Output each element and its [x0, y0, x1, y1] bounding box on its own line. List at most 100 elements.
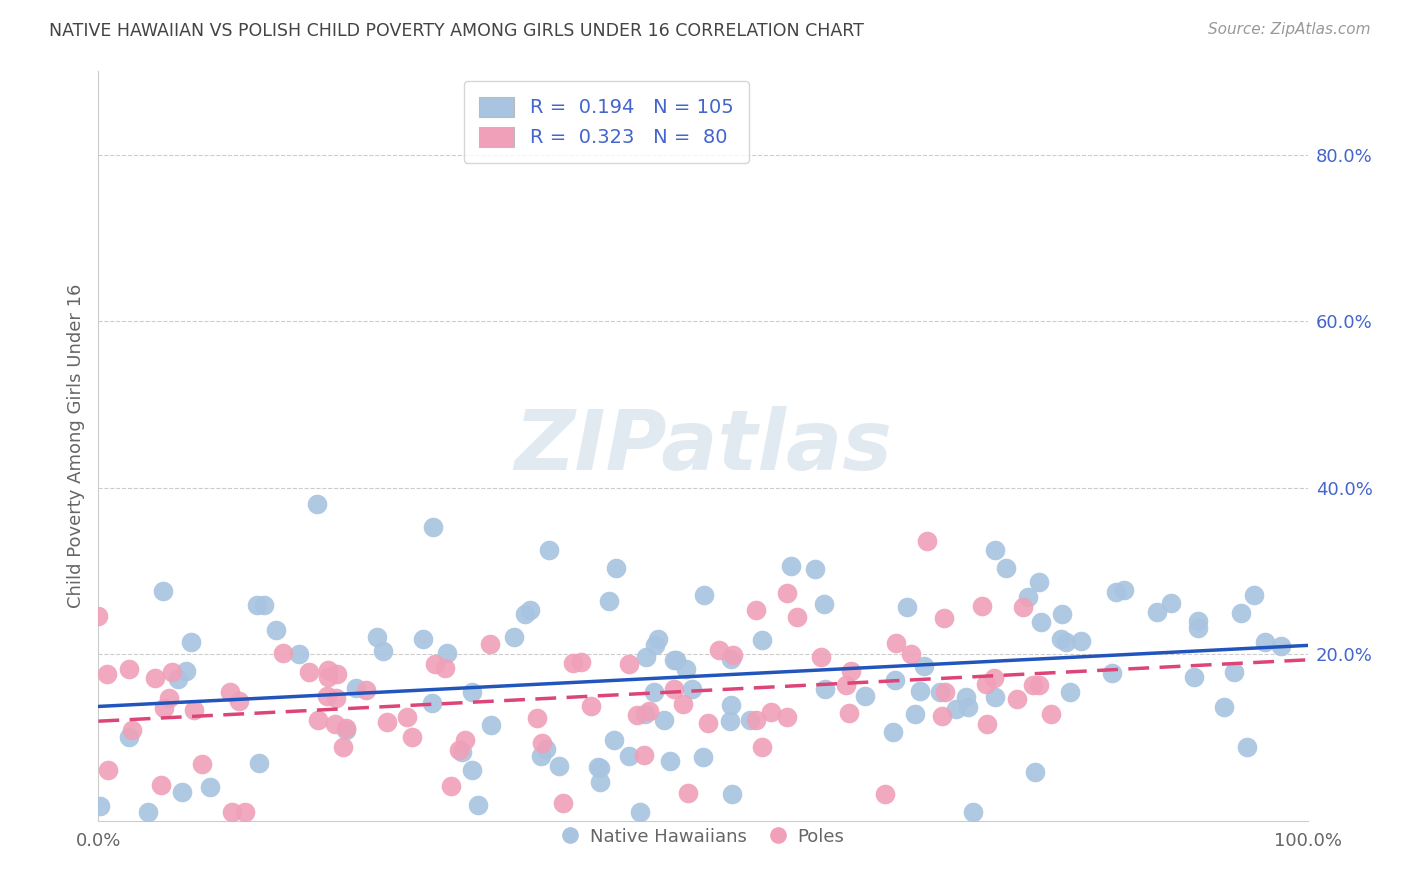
Point: [143, 671, 166, 685]
Point: [1005, 691, 1028, 706]
Point: [346, 681, 368, 695]
Point: [908, 683, 931, 698]
Point: [637, 704, 659, 718]
Point: [589, 761, 612, 775]
Point: [605, 561, 627, 575]
Point: [420, 697, 443, 711]
Point: [375, 714, 398, 729]
Point: [626, 707, 648, 722]
Point: [579, 698, 602, 713]
Point: [779, 558, 801, 573]
Point: [970, 599, 993, 613]
Point: [696, 715, 718, 730]
Point: [873, 788, 896, 802]
Point: [1160, 596, 1182, 610]
Point: [1024, 765, 1046, 780]
Point: [745, 603, 768, 617]
Point: [810, 650, 832, 665]
Point: [720, 698, 742, 712]
Point: [723, 648, 745, 662]
Point: [366, 630, 388, 644]
Point: [305, 497, 328, 511]
Point: [589, 774, 612, 789]
Point: [569, 655, 592, 669]
Point: [96, 666, 118, 681]
Point: [150, 778, 173, 792]
Point: [681, 681, 703, 696]
Point: [962, 805, 984, 820]
Point: [1187, 621, 1209, 635]
Point: [903, 707, 925, 722]
Point: [1254, 635, 1277, 649]
Point: [479, 637, 502, 651]
Point: [617, 657, 640, 672]
Point: [221, 805, 243, 820]
Point: [422, 519, 444, 533]
Point: [751, 740, 773, 755]
Point: [307, 713, 329, 727]
Point: [1040, 706, 1063, 721]
Point: [298, 665, 321, 679]
Point: [335, 723, 357, 738]
Point: [1114, 582, 1136, 597]
Point: [644, 638, 666, 652]
Point: [228, 694, 250, 708]
Point: [1105, 585, 1128, 599]
Point: [461, 763, 484, 777]
Point: [153, 700, 176, 714]
Point: [917, 533, 939, 548]
Point: [912, 659, 935, 673]
Point: [1017, 591, 1039, 605]
Point: [664, 681, 686, 696]
Point: [776, 710, 799, 724]
Point: [183, 703, 205, 717]
Point: [934, 685, 956, 699]
Point: [450, 745, 472, 759]
Point: [167, 672, 190, 686]
Point: [983, 671, 1005, 685]
Point: [502, 630, 524, 644]
Point: [693, 588, 716, 602]
Legend: Native Hawaiians, Poles: Native Hawaiians, Poles: [554, 821, 852, 853]
Point: [1028, 575, 1050, 590]
Point: [745, 713, 768, 727]
Point: [945, 701, 967, 715]
Point: [562, 656, 585, 670]
Point: [647, 632, 669, 646]
Point: [900, 648, 922, 662]
Point: [983, 543, 1005, 558]
Point: [287, 648, 309, 662]
Point: [786, 610, 808, 624]
Point: [548, 759, 571, 773]
Point: [932, 611, 955, 625]
Point: [751, 632, 773, 647]
Point: [356, 683, 378, 698]
Point: [692, 750, 714, 764]
Point: [536, 742, 558, 756]
Point: [316, 689, 339, 703]
Point: [335, 722, 357, 736]
Point: [813, 598, 835, 612]
Point: [1230, 606, 1253, 620]
Point: [718, 714, 741, 728]
Point: [1059, 685, 1081, 699]
Point: [1270, 640, 1292, 654]
Point: [530, 736, 553, 750]
Point: [603, 733, 626, 747]
Point: [955, 690, 977, 704]
Point: [180, 635, 202, 649]
Point: [598, 594, 620, 608]
Point: [1243, 588, 1265, 602]
Point: [172, 785, 194, 799]
Point: [266, 623, 288, 637]
Point: [1054, 635, 1077, 649]
Point: [461, 685, 484, 699]
Point: [813, 681, 835, 696]
Point: [318, 670, 340, 684]
Point: [1050, 607, 1073, 621]
Point: [526, 711, 548, 725]
Point: [152, 584, 174, 599]
Point: [326, 666, 349, 681]
Point: [1021, 678, 1043, 692]
Point: [467, 798, 489, 813]
